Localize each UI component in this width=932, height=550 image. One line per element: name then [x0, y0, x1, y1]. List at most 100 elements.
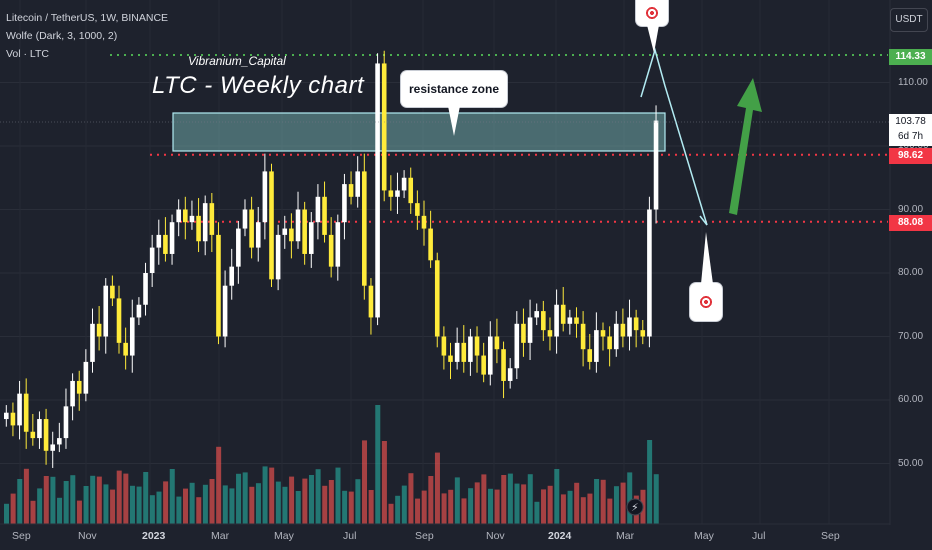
volume-bar	[574, 482, 580, 524]
author-label: Vibranium_Capital	[188, 54, 286, 68]
volume-bar	[103, 484, 109, 524]
level-badge-top: 114.33	[889, 49, 932, 65]
volume-bar	[96, 476, 102, 524]
candle-body	[507, 368, 513, 381]
currency-button[interactable]: USDT	[890, 8, 928, 32]
x-tick-label: Jul	[343, 530, 357, 542]
candle-body	[401, 177, 407, 191]
candle-body	[163, 234, 168, 254]
volume-bar	[129, 485, 135, 524]
volume-bar	[189, 482, 195, 524]
candle-body	[116, 298, 122, 343]
candle-body	[196, 215, 201, 242]
candle-body	[468, 336, 473, 362]
candle-body	[176, 209, 181, 223]
volume-bar	[527, 474, 533, 524]
volume-bar	[534, 501, 540, 524]
candle-body	[534, 311, 539, 318]
candle-body	[448, 355, 453, 362]
volume-bar	[110, 489, 116, 524]
volume-label: Vol · LTC	[6, 48, 49, 60]
volume-bar	[183, 488, 189, 524]
candle-body	[129, 317, 135, 356]
candle-body	[63, 406, 69, 439]
volume-bar	[395, 495, 401, 524]
volume-bar	[521, 484, 527, 524]
candle-body	[514, 323, 520, 369]
candle-body	[487, 336, 493, 375]
volume-bar	[481, 474, 487, 524]
x-tick-label: Sep	[415, 530, 434, 542]
volume-bar	[196, 497, 202, 524]
volume-bar	[613, 486, 619, 524]
candle-body	[169, 222, 175, 254]
volume-bar	[63, 481, 69, 524]
candle-body	[282, 228, 288, 235]
candle-body	[348, 184, 354, 197]
volume-bar	[322, 485, 328, 524]
volume-bar	[647, 440, 653, 524]
candle-body	[57, 438, 62, 445]
volume-bar	[547, 485, 553, 524]
volume-bar	[454, 477, 460, 524]
resistance-label: resistance zone	[408, 82, 500, 96]
volume-bar	[434, 452, 440, 524]
candle-body	[375, 63, 380, 318]
candle-body	[335, 222, 341, 267]
candle-body	[289, 228, 294, 242]
volume-bar	[494, 489, 500, 524]
volume-bar	[428, 476, 434, 524]
candle-body	[620, 323, 626, 337]
volume-bar	[594, 479, 600, 524]
volume-bar	[567, 490, 573, 524]
volume-bar	[30, 500, 36, 524]
candle-body	[408, 177, 414, 204]
candle-body	[123, 342, 128, 356]
candle-body	[43, 419, 49, 451]
volume-bar	[501, 475, 507, 524]
candle-body	[388, 190, 394, 197]
candle-body	[315, 196, 321, 223]
x-tick-label: Nov	[78, 530, 97, 542]
current-price-value: 103.78	[895, 116, 926, 127]
lightning-icon[interactable]	[626, 498, 644, 516]
x-tick-label: 2023	[142, 530, 166, 542]
volume-bar	[169, 469, 175, 524]
candle-body	[242, 209, 248, 229]
bull-arrow	[729, 78, 762, 215]
candle-body	[368, 285, 374, 318]
volume-bar	[249, 486, 255, 524]
volume-bar	[554, 469, 560, 524]
target-callout-bottom	[690, 283, 722, 321]
candle-body	[229, 266, 235, 286]
x-tick-label: Jul	[752, 530, 766, 542]
candle-body	[10, 412, 16, 426]
y-tick-label: 60.00	[898, 394, 924, 405]
candle-body	[216, 234, 221, 337]
candle-body	[156, 234, 162, 248]
candle-body	[547, 330, 553, 337]
candle-body	[76, 380, 82, 394]
candle-body	[149, 247, 155, 273]
candle-body	[4, 412, 9, 420]
y-tick-label: 110.00	[898, 76, 928, 88]
candle-body	[209, 203, 215, 235]
candle-body	[23, 393, 29, 432]
candle-body	[381, 63, 387, 191]
volume-bar	[468, 488, 474, 524]
volume-bar	[560, 494, 566, 524]
candle-body	[295, 209, 301, 242]
candle-body	[527, 317, 533, 343]
volume-bar	[315, 469, 321, 524]
candle-body	[428, 228, 433, 261]
volume-bar	[441, 493, 447, 524]
candle-body	[189, 215, 195, 223]
candle-body	[308, 222, 314, 254]
volume-bar	[355, 479, 361, 524]
candle-body	[613, 323, 619, 350]
candle-body	[395, 190, 400, 197]
candle-body	[249, 209, 254, 248]
candle-body	[236, 228, 241, 267]
candle-body	[83, 361, 89, 394]
volume-bar	[156, 491, 162, 524]
